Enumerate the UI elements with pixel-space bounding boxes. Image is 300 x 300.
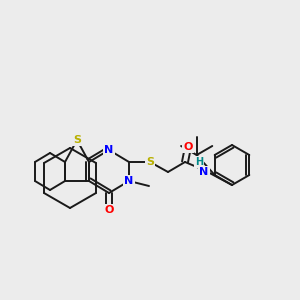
Text: O: O: [104, 205, 114, 215]
Text: N: N: [104, 145, 114, 155]
Text: N: N: [200, 167, 208, 177]
Text: H: H: [195, 157, 203, 167]
Text: S: S: [73, 135, 81, 145]
Text: S: S: [146, 157, 154, 167]
Text: N: N: [124, 176, 134, 186]
Text: O: O: [183, 142, 193, 152]
